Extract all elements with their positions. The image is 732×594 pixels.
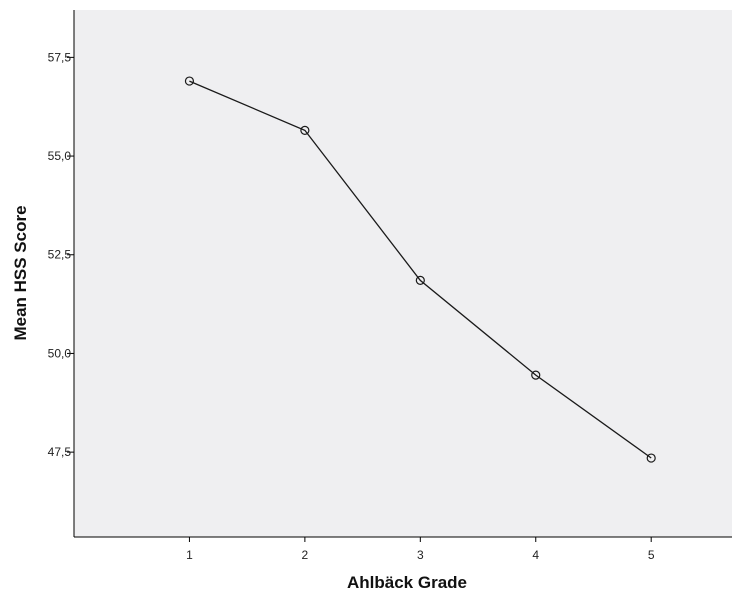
x-tick-label: 5 xyxy=(648,548,655,562)
x-axis-title: Ahlbäck Grade xyxy=(347,573,467,592)
y-tick-label: 47,5 xyxy=(48,445,72,459)
data-point-marker xyxy=(415,275,425,286)
x-tick-label: 3 xyxy=(417,548,424,562)
series-group xyxy=(184,76,656,463)
data-point-marker xyxy=(184,76,195,86)
x-tick-label: 2 xyxy=(302,548,309,562)
x-axis-ticks: 1 2 3 4 5 xyxy=(186,537,655,562)
x-tick-label: 4 xyxy=(532,548,539,562)
y-tick-label: 55,0 xyxy=(48,149,72,163)
y-tick-label: 57,5 xyxy=(48,50,72,64)
y-tick-label: 52,5 xyxy=(48,248,72,262)
y-axis-ticks: 47,5 50,0 52,5 55,0 57,5 xyxy=(48,50,74,459)
y-axis-title: Mean HSS Score xyxy=(11,205,30,340)
data-point-marker xyxy=(646,453,656,463)
series-line xyxy=(189,80,652,459)
plot-area xyxy=(74,10,732,537)
y-tick-label: 50,0 xyxy=(48,346,72,360)
data-point-marker xyxy=(531,370,541,380)
x-tick-label: 1 xyxy=(186,548,193,562)
data-point-marker xyxy=(300,125,310,136)
